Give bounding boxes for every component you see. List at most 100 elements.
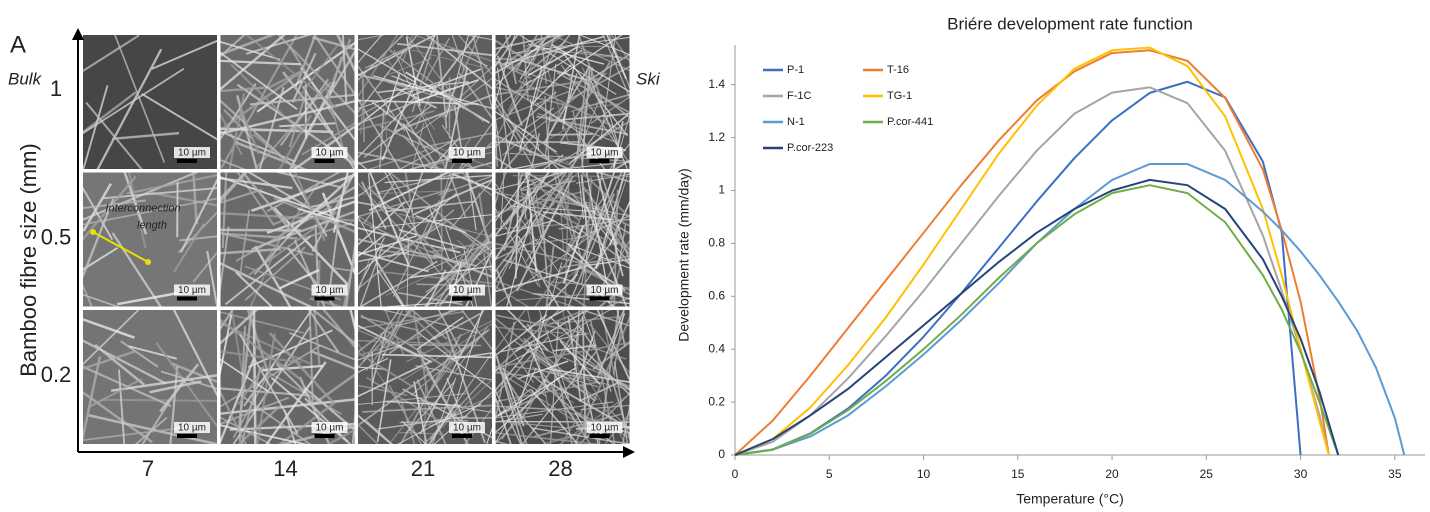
fibre [446, 377, 463, 418]
fibre [358, 384, 408, 397]
fibre [458, 72, 492, 120]
fibre [580, 404, 630, 411]
fibre [322, 310, 355, 349]
fibre [495, 172, 565, 218]
scale-bar [314, 296, 335, 301]
fibre [387, 220, 448, 259]
fibre [536, 103, 585, 136]
fibre [527, 342, 549, 392]
fibre [377, 172, 465, 194]
fibre [495, 317, 561, 373]
fibre [424, 383, 427, 444]
fibre [495, 228, 601, 306]
fibre [294, 44, 339, 103]
fibre [151, 39, 217, 70]
fibre [411, 123, 425, 169]
fibre [565, 65, 630, 103]
fibre [206, 250, 217, 307]
fibre [411, 42, 435, 113]
legend-label: TG-1 [887, 90, 912, 102]
fibre [580, 51, 623, 58]
fibre [495, 210, 539, 259]
x-tick-label: 15 [1011, 467, 1025, 481]
fibre [359, 260, 438, 307]
fibre [401, 134, 438, 169]
fibre [495, 61, 531, 79]
scale-bar [589, 434, 610, 438]
fibre [464, 235, 492, 264]
fibre [522, 147, 607, 169]
fibre [432, 312, 482, 340]
fibre [192, 251, 217, 283]
fibre [605, 296, 630, 307]
fibre [110, 374, 217, 392]
fibre [616, 310, 626, 347]
fibre [556, 71, 630, 114]
fibre [543, 378, 630, 430]
fibre [220, 59, 301, 66]
column-label: 28 [548, 456, 572, 481]
scale-bar-bg [311, 284, 348, 296]
fibre [83, 350, 137, 370]
fibre [397, 42, 492, 57]
fibre [495, 35, 519, 68]
fibre [220, 262, 313, 307]
fibre [412, 310, 429, 395]
fibre [495, 310, 561, 372]
fibre [559, 340, 601, 385]
fibre [464, 35, 492, 41]
fibre [451, 35, 465, 71]
fibre [272, 206, 350, 287]
fibre [358, 104, 380, 118]
fibres [358, 35, 492, 169]
fibre [254, 245, 292, 307]
fibre [495, 190, 581, 235]
fibre [401, 403, 416, 444]
fibre [275, 172, 341, 189]
fibre [114, 35, 166, 163]
fibre [83, 318, 135, 339]
fibre [83, 283, 93, 307]
fibre [585, 344, 627, 360]
fibre [495, 413, 543, 423]
fibre [309, 373, 355, 408]
fibre [495, 90, 570, 121]
fibre [495, 134, 569, 169]
fibre [268, 68, 306, 89]
scale-bar [177, 159, 197, 163]
fibre [358, 215, 374, 244]
fibre [224, 235, 312, 306]
fibre [575, 226, 630, 266]
fibre [169, 366, 179, 444]
series-line [734, 163, 1406, 456]
fibre [83, 365, 172, 408]
fibre [128, 345, 178, 360]
fibre [240, 109, 260, 155]
fibre [592, 341, 630, 370]
fibre [531, 64, 572, 104]
fibre [519, 66, 543, 151]
scale-bar-bg [586, 284, 623, 296]
fibre [401, 35, 414, 64]
y-tick-label: 0.4 [708, 341, 725, 355]
fibre [361, 74, 365, 142]
fibre [361, 181, 387, 230]
fibre [551, 44, 630, 93]
fibre [495, 80, 527, 141]
sem-image: 10 µm [358, 35, 492, 169]
fibre [495, 368, 537, 444]
fibre [279, 268, 320, 290]
fibre [495, 172, 565, 191]
fibre [506, 212, 533, 307]
sem-image: 10 µm [83, 310, 217, 444]
fibre [483, 253, 492, 307]
fibre [460, 310, 492, 351]
fibre [518, 35, 617, 95]
fibre [297, 207, 355, 227]
fibre [514, 172, 520, 279]
fibre [622, 403, 630, 444]
fibre [88, 414, 217, 444]
fibre [557, 35, 623, 79]
fibre [415, 215, 467, 234]
